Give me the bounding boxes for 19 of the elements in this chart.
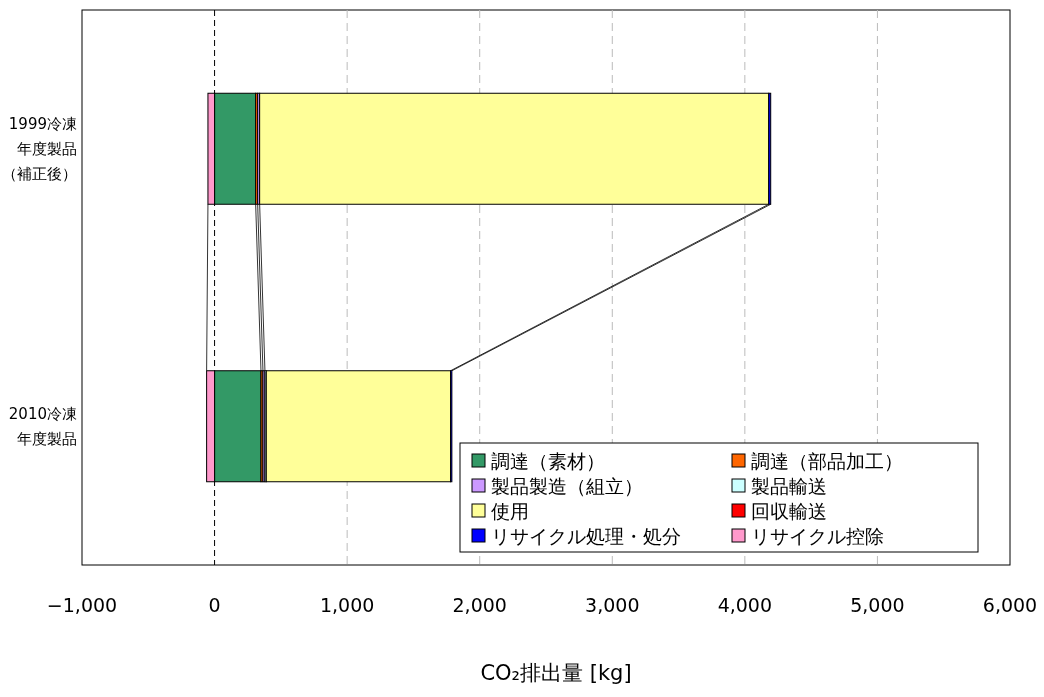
legend-label: 調達（部品加工）: [751, 450, 903, 472]
x-tick-label: 3,000: [585, 594, 640, 616]
legend-label: リサイクル処理・処分: [491, 525, 681, 547]
x-tick-label: 5,000: [850, 594, 905, 616]
x-tick-label: 1,000: [319, 594, 375, 616]
legend-label: リサイクル控除: [751, 525, 884, 547]
y-tick-label: 1999冷凍年度製品（補正後）: [2, 114, 77, 183]
legend-label: 製品製造（組立）: [491, 475, 643, 497]
x-tick-label: 6,000: [982, 594, 1038, 616]
legend-label: 回収輸送: [751, 500, 827, 522]
legend-label: 使用: [491, 500, 529, 522]
legend-label: 調達（素材）: [491, 450, 605, 472]
x-tick-label: 2,000: [452, 594, 507, 616]
legend-label: 製品輸送: [751, 475, 827, 497]
x-tick-label: −1,000: [46, 594, 118, 616]
x-axis-title: CO₂排出量 [kg]: [480, 661, 632, 685]
x-tick-label: 4,000: [717, 594, 773, 616]
x-tick-label: 0: [208, 594, 221, 616]
y-tick-label: 2010冷凍年度製品: [8, 404, 77, 448]
